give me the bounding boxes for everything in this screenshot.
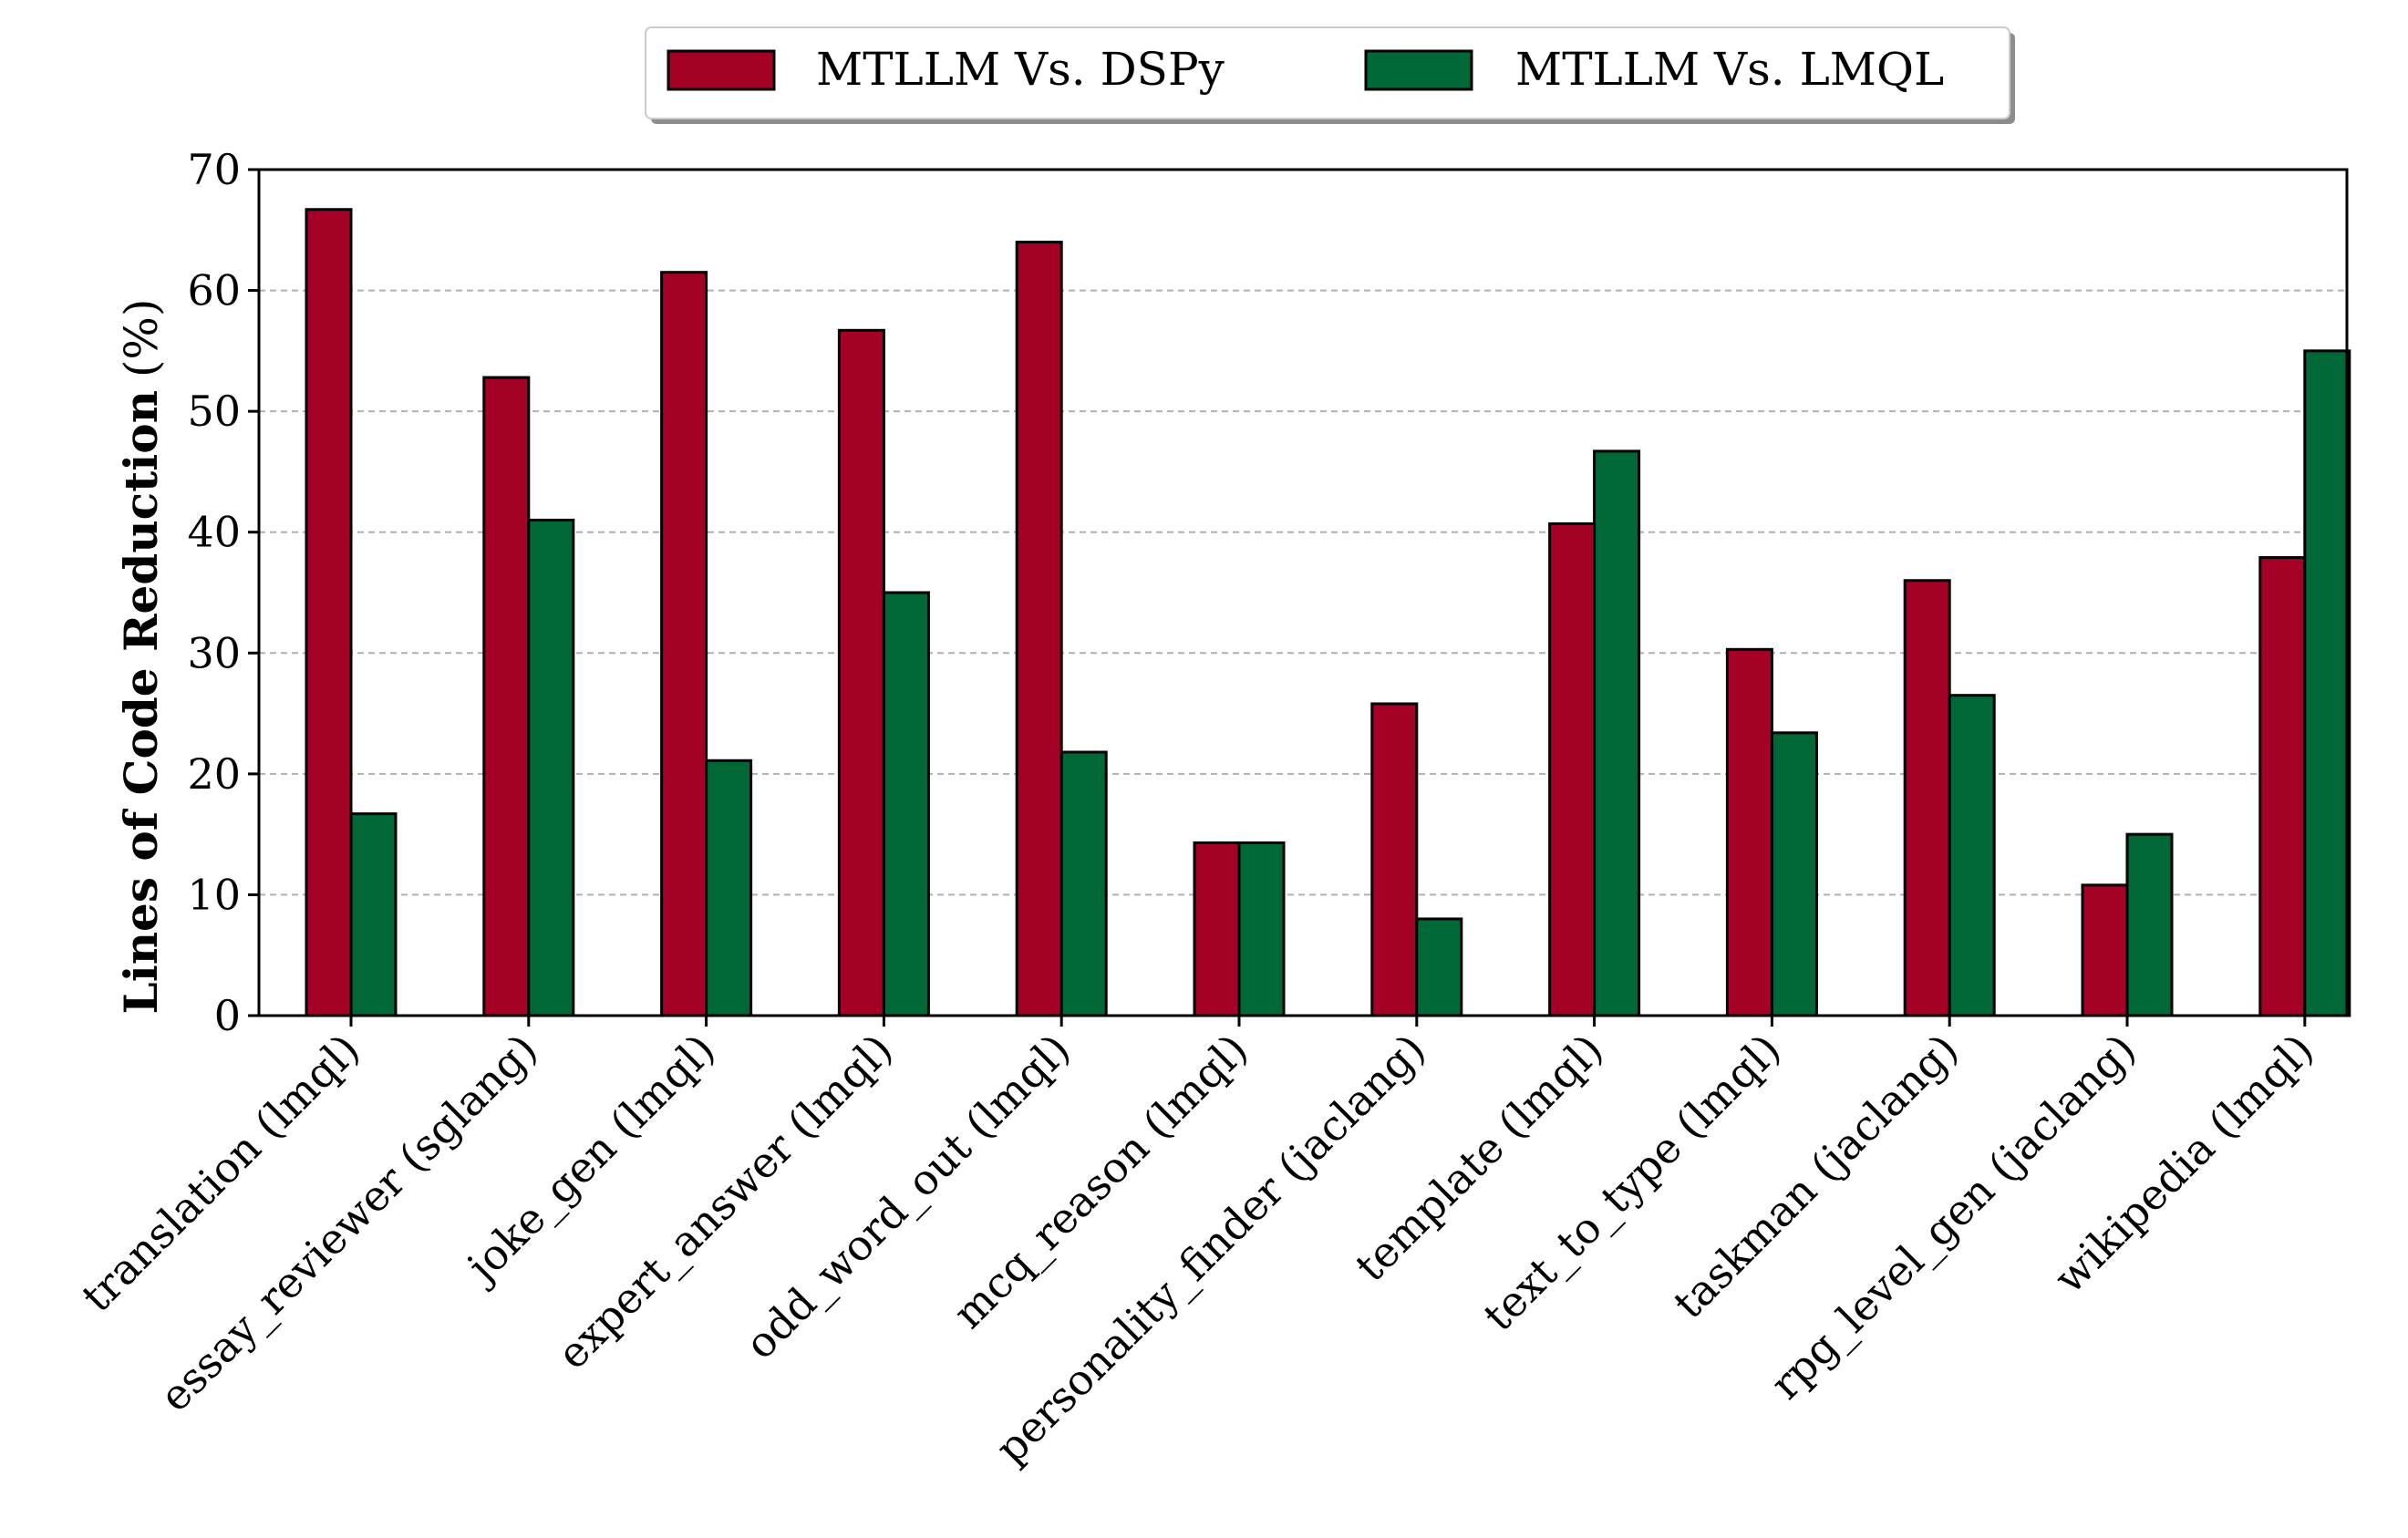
x-tick-label-5: mcq_reason (lmql) [944,1025,1257,1338]
bar-dspy-4 [1015,241,1063,1017]
x-tick-label-8: text_to_type (lmql) [1473,1025,1790,1341]
bar-lmql-1 [527,518,575,1017]
y-tick-label-0: 0 [214,991,241,1040]
x-tick-label-1: essay_reviewer (sglang) [150,1025,546,1421]
legend-swatch-lmql [1364,49,1473,91]
bar-lmql-11 [2303,349,2351,1017]
legend-label-dspy: MTLLM Vs. DSPy [816,43,1225,96]
bar-dspy-1 [482,376,531,1017]
y-tick-label-10: 10 [187,870,241,919]
bars [305,208,2351,1017]
legend-box [645,26,2010,119]
legend: MTLLM Vs. DSPy MTLLM Vs. LMQL [645,26,2015,124]
bar-lmql-7 [1593,449,1641,1017]
bar-dspy-8 [1725,647,1773,1017]
bar-lmql-10 [2125,832,2174,1017]
bar-lmql-3 [882,591,930,1017]
plot-area-frame [257,168,2349,1017]
bar-dspy-11 [2258,556,2307,1017]
bar-lmql-2 [705,759,753,1017]
legend-label-lmql: MTLLM Vs. LMQL [1515,43,1944,96]
bar-dspy-7 [1548,521,1597,1017]
y-tick-label-40: 40 [187,508,241,557]
bar-lmql-4 [1059,750,1108,1017]
legend-swatch-dspy [667,49,776,91]
y-axis-label-text: Lines of Code Reduction [114,390,168,1014]
bar-dspy-9 [1903,579,1951,1017]
y-grid [259,289,2347,896]
bar-lmql-0 [349,812,398,1017]
bar-lmql-8 [1770,731,1818,1017]
bar-lmql-6 [1415,917,1463,1017]
y-axis-label: Lines of Code Reduction (%) [114,299,168,1015]
y-tick-label-30: 30 [187,628,241,677]
x-tick-label-3: expert_answer (lmql) [548,1025,903,1379]
y-axis-ticks: 0 10 20 30 40 50 60 70 [187,145,259,1040]
bar-dspy-10 [2081,883,2129,1017]
y-tick-label-70: 70 [187,145,241,194]
y-tick-label-20: 20 [187,749,241,799]
y-tick-label-50: 50 [187,387,241,436]
x-tick-label-10: rpg_level_gen (jaclang) [1761,1025,2145,1409]
x-tick-label-4: odd_word_out (lmql) [735,1025,1080,1369]
bar-lmql-5 [1237,841,1286,1017]
bar-dspy-0 [305,208,353,1017]
bar-dspy-6 [1370,702,1419,1017]
bar-dspy-3 [837,328,885,1017]
x-axis-ticks: translation (lmql)essay_reviewer (sglang… [72,1016,2323,1473]
bar-dspy-2 [660,271,708,1017]
y-axis-label-unit: (%) [115,299,168,378]
y-tick-label-60: 60 [187,266,241,315]
bar-lmql-9 [1948,694,1996,1017]
bar-dspy-5 [1193,841,1241,1017]
